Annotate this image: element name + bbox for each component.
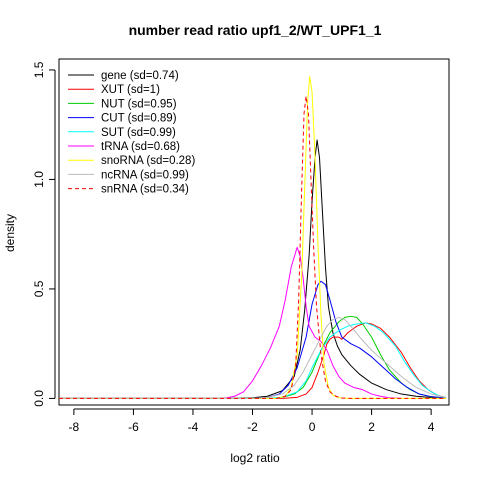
x-axis-label: log2 ratio	[230, 451, 280, 465]
legend-label: NUT (sd=0.95)	[101, 98, 177, 110]
legend-label: SUT (sd=0.99)	[101, 127, 176, 139]
y-axis-label: density	[3, 214, 17, 252]
series-line	[59, 322, 447, 399]
legend-label: CUT (sd=0.89)	[101, 113, 177, 125]
series-layer	[59, 76, 447, 399]
series-line	[59, 316, 447, 399]
series-line	[59, 95, 447, 399]
legend-label: gene (sd=0.74)	[101, 70, 179, 82]
x-tick-label: -6	[128, 420, 139, 434]
plot-frame	[58, 58, 450, 406]
legend: gene (sd=0.74) XUT (sd=1) NUT (sd=0.95) CUT…	[68, 70, 195, 196]
y-tick-label: 1.0	[32, 171, 46, 188]
series-line	[59, 322, 447, 399]
legend-label: snRNA (sd=0.34)	[101, 184, 189, 196]
legend-label: snoRNA (sd=0.28)	[101, 155, 195, 167]
chart-title: number read ratio upf1_2/WT_UPF1_1	[129, 22, 382, 38]
y-tick-label: 0.0	[32, 390, 46, 407]
series-line	[59, 315, 447, 399]
x-tick-label: -8	[69, 420, 80, 434]
x-tick-label: 4	[428, 420, 435, 434]
y-tick-label: 0.5	[32, 280, 46, 297]
series-line	[59, 280, 447, 399]
y-axis: 0.0 0.5 1.0 1.5	[32, 61, 56, 407]
x-tick-label: 2	[368, 420, 375, 434]
series-line	[59, 76, 447, 399]
legend-label: tRNA (sd=0.68)	[101, 141, 180, 153]
y-tick-label: 1.5	[32, 61, 46, 78]
legend-label: ncRNA (sd=0.99)	[101, 169, 189, 181]
x-tick-label: 0	[309, 420, 316, 434]
x-tick-label: -4	[188, 420, 199, 434]
x-axis: -8 -6 -4 -2 0 2 4	[69, 408, 435, 434]
series-line	[59, 246, 402, 399]
legend-label: XUT (sd=1)	[101, 84, 160, 96]
series-line	[59, 139, 447, 399]
x-tick-label: -2	[247, 420, 258, 434]
